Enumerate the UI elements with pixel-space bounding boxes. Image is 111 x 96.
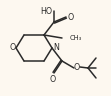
Text: CH₃: CH₃: [70, 35, 82, 41]
Text: O: O: [68, 12, 74, 22]
Text: O: O: [10, 43, 16, 53]
Text: O: O: [74, 62, 80, 72]
Text: HO: HO: [40, 7, 52, 15]
Text: N: N: [53, 43, 59, 53]
Text: O: O: [50, 74, 56, 84]
